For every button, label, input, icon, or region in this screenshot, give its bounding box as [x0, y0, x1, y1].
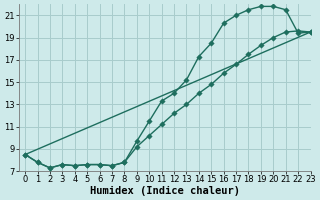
X-axis label: Humidex (Indice chaleur): Humidex (Indice chaleur)	[90, 186, 240, 196]
